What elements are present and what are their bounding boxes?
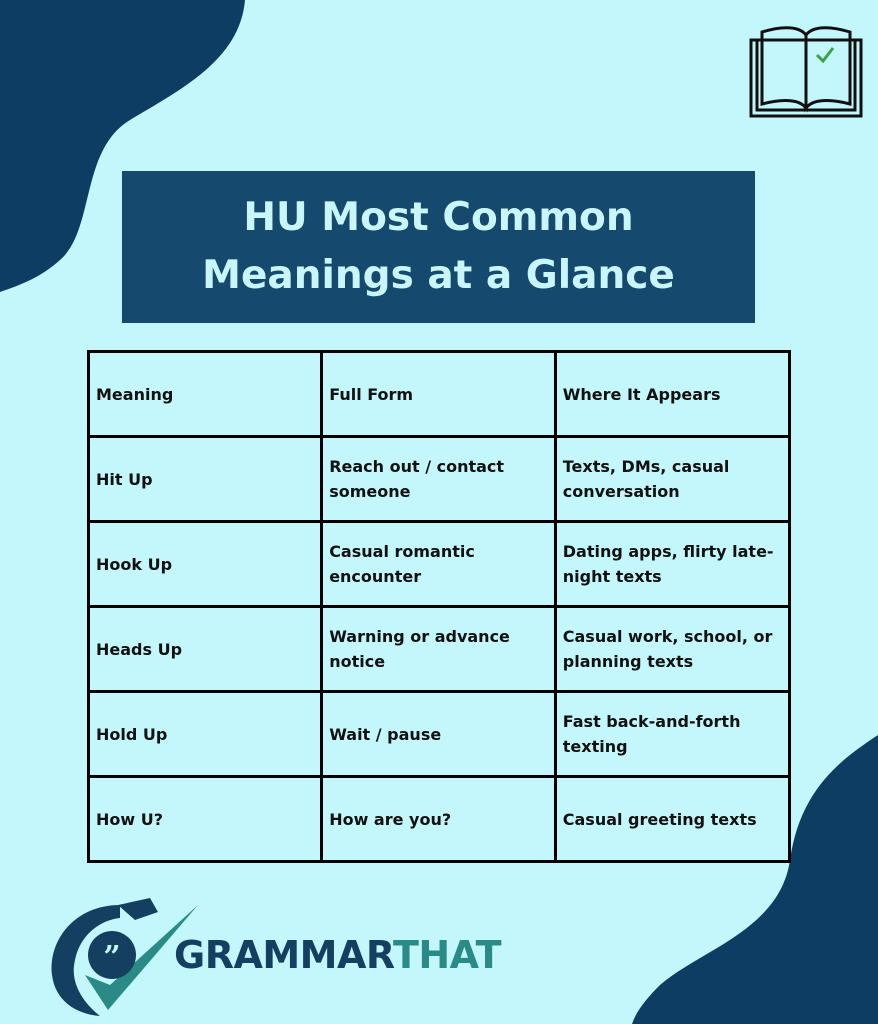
table-header-row: Meaning Full Form Where It Appears [86, 350, 792, 438]
table-cell: Where It Appears [553, 350, 792, 438]
brand-part: GRAMMAR [174, 933, 393, 977]
table-cell: Heads Up [86, 605, 324, 693]
title-box: HU Most Common Meanings at a Glance [122, 171, 755, 323]
title-line: Meanings at a Glance [202, 253, 675, 298]
svg-text:”: ” [103, 940, 120, 975]
table-cell: Meaning [86, 350, 324, 438]
table-cell: How U? [86, 775, 324, 863]
logo-icon: ” [51, 898, 198, 1016]
brand: GRAMMARTHAT [174, 933, 502, 977]
table-cell: Warning or advance notice [320, 605, 557, 693]
table-cell: Dating apps, flirty late-night texts [553, 520, 792, 608]
table-cell: Hook Up [86, 520, 324, 608]
table-cell: Casual work, school, or planning texts [553, 605, 792, 693]
table-cell: Wait / pause [320, 690, 557, 778]
table-row: Hold Up Wait / pause Fast back-and-forth t… [86, 690, 792, 778]
title-line: HU Most Common [243, 195, 634, 240]
table-cell: How are you? [320, 775, 557, 863]
table-cell: Fast back-and-forth texting [553, 690, 792, 778]
brand-part: THAT [392, 933, 502, 977]
table-cell: Reach out / contact someone [320, 435, 557, 523]
table-cell: Hold Up [86, 690, 324, 778]
book-icon [749, 26, 863, 118]
table-row: Hit Up Reach out / contact someone Texts, … [86, 435, 792, 523]
table-row: Hook Up Casual romantic encounter Dating a… [86, 520, 792, 608]
table-cell: Casual romantic encounter [320, 520, 557, 608]
table: Meaning Full Form Where It Appears Hit Up Re… [86, 350, 792, 863]
table-row: Heads Up Warning or advance notice Casual … [86, 605, 792, 693]
table-row: How U? How are you? Casual greeting texts [86, 775, 792, 863]
table-cell: Full Form [320, 350, 557, 438]
table-cell: Hit Up [86, 435, 324, 523]
table-cell: Texts, DMs, casual conversation [553, 435, 792, 523]
table-cell: Casual greeting texts [553, 775, 792, 863]
